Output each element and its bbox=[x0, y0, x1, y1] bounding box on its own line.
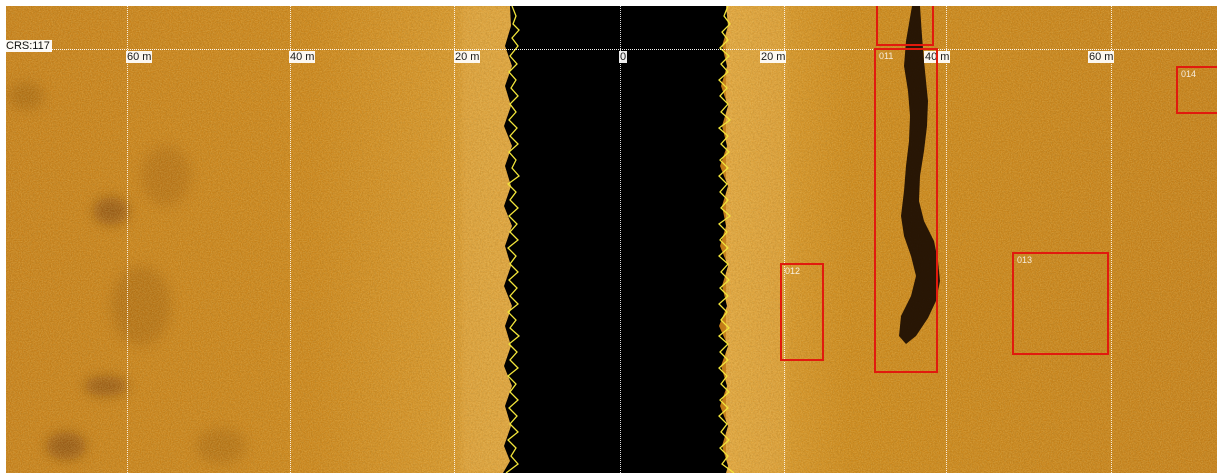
range-label-port-40: 40 m bbox=[289, 51, 316, 63]
range-gridline-starboard-20 bbox=[784, 6, 785, 473]
course-label: CRS:117 bbox=[6, 40, 52, 52]
target-label-014: 014 bbox=[1181, 69, 1197, 79]
range-gridline-port-20 bbox=[454, 6, 455, 473]
target-box-011-top[interactable] bbox=[876, 6, 934, 46]
range-gridline-horizontal bbox=[6, 49, 1217, 50]
water-column bbox=[503, 6, 728, 473]
target-box-012[interactable]: 012 bbox=[780, 263, 824, 361]
range-gridline-starboard-60 bbox=[1111, 6, 1112, 473]
range-label-starboard-20: 20 m bbox=[760, 51, 787, 63]
starboard-bottom-trace bbox=[717, 6, 735, 473]
range-label-port-20: 20 m bbox=[454, 51, 481, 63]
port-bottom-trace bbox=[505, 6, 521, 473]
target-label-013: 013 bbox=[1017, 255, 1033, 265]
range-gridline-port-60 bbox=[127, 6, 128, 473]
sidescan-sonar-view[interactable]: CRS:117 60 m 40 m 20 m 0 20 m 40 m 60 m … bbox=[6, 6, 1217, 473]
range-gridline-starboard-40 bbox=[946, 6, 947, 473]
range-label-port-60: 60 m bbox=[126, 51, 153, 63]
target-box-011[interactable]: 011 bbox=[874, 48, 938, 373]
sonar-waterfall-image bbox=[6, 6, 1217, 473]
target-box-013[interactable]: 013 bbox=[1012, 252, 1109, 355]
dark-linear-feature bbox=[899, 6, 940, 344]
range-gridline-center bbox=[620, 6, 621, 473]
target-label-011: 011 bbox=[879, 51, 894, 61]
target-label-012: 012 bbox=[785, 266, 801, 276]
range-gridline-port-40 bbox=[290, 6, 291, 473]
range-label-center: 0 bbox=[619, 51, 628, 63]
target-box-014[interactable]: 014 bbox=[1176, 66, 1217, 114]
range-label-starboard-60: 60 m bbox=[1088, 51, 1115, 63]
